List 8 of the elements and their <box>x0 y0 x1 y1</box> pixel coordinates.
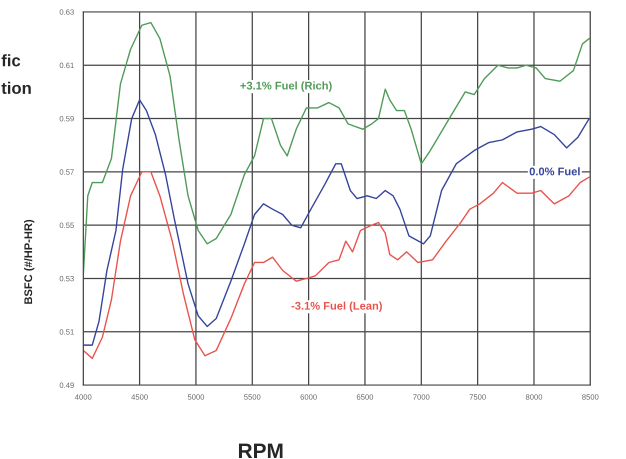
series-label: -3.1% Fuel (Lean) <box>292 302 382 312</box>
x-axis-title: RPM <box>238 444 282 458</box>
y-axis-title: BSFC (#/HP-HR) <box>24 220 34 304</box>
series-label: +3.1% Fuel (Rich) <box>240 81 332 92</box>
text: tion <box>1 82 31 94</box>
text: fic <box>2 54 20 66</box>
line-series <box>83 99 590 346</box>
text: 0.0% Fuel <box>530 167 580 176</box>
